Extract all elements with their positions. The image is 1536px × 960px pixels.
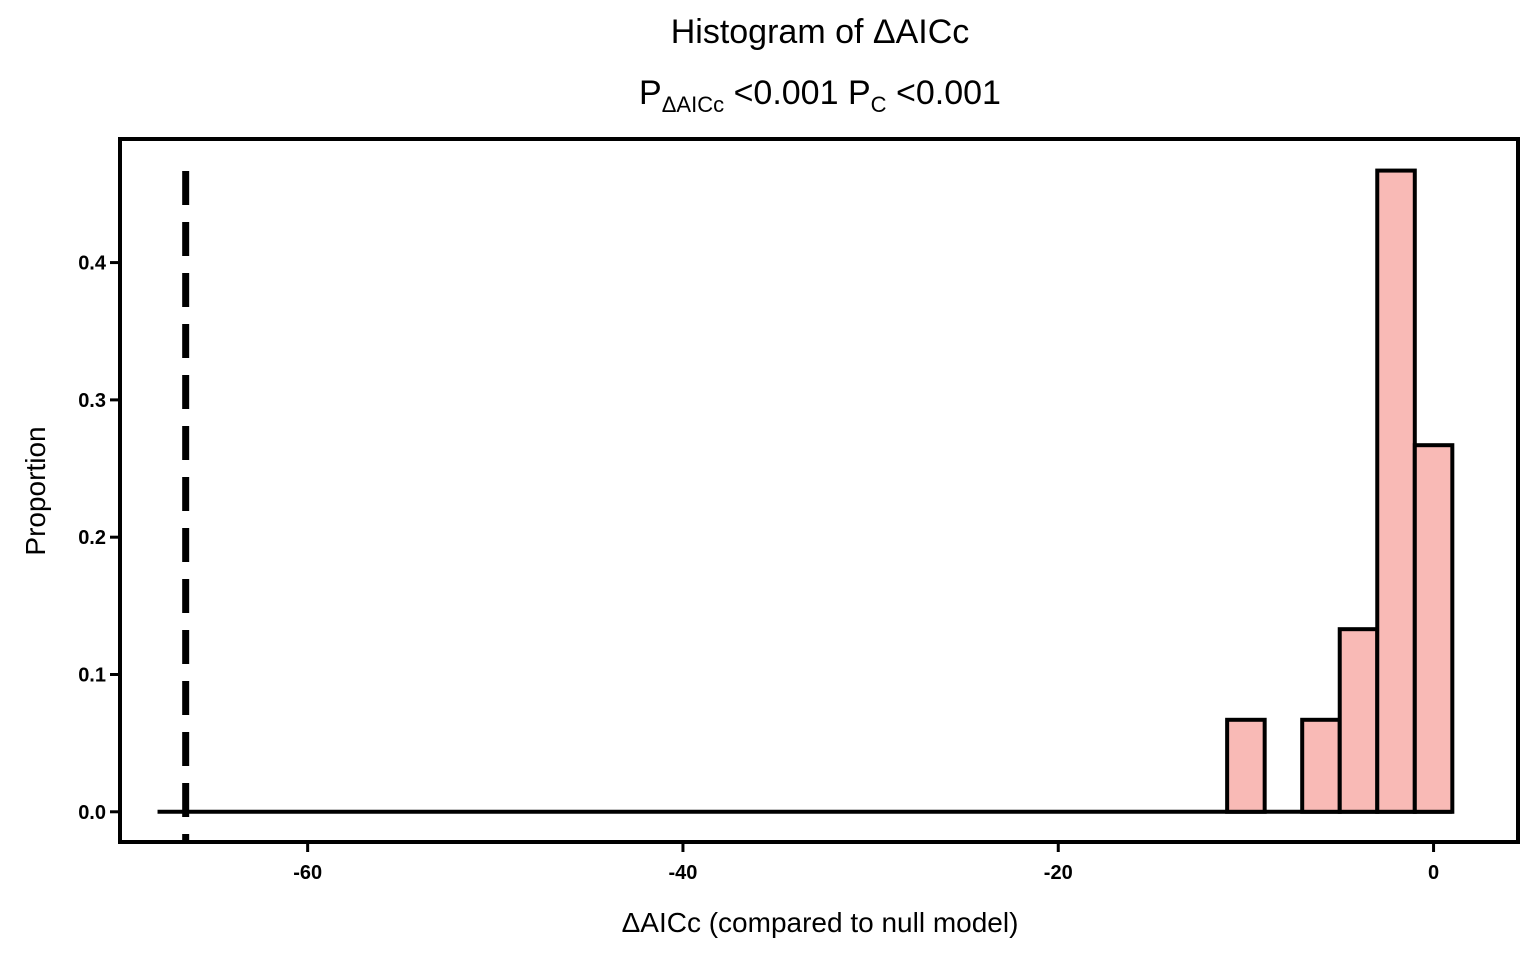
p-delta-subscript: ΔAICc xyxy=(662,92,724,117)
x-axis-title: ΔAICc (compared to null model) xyxy=(622,907,1019,938)
chart-subtitle: PΔAICc <0.001 PC <0.001 xyxy=(639,74,1001,117)
x-tick-label: 0 xyxy=(1428,862,1439,884)
y-tick-label: 0.0 xyxy=(78,802,106,824)
p-delta-value: <0.001 xyxy=(734,74,839,112)
chart-title: Histogram of ΔAICc xyxy=(671,13,970,51)
x-tick-label: -60 xyxy=(293,862,322,884)
p-c-label: P xyxy=(848,74,871,112)
y-axis-title: Proportion xyxy=(20,426,51,555)
p-delta-label: P xyxy=(639,74,662,112)
p-c-subscript: C xyxy=(871,92,887,117)
histogram-bar-3 xyxy=(1337,627,1380,814)
y-tick-label: 0.4 xyxy=(78,253,107,275)
x-tick-label: -20 xyxy=(1044,862,1073,884)
plot-panel-border xyxy=(118,137,1520,844)
y-tick-label: 0.1 xyxy=(78,664,106,686)
y-tick-label: 0.3 xyxy=(78,390,106,412)
histogram-bar-2 xyxy=(1300,717,1342,814)
x-tick-label: -40 xyxy=(668,862,697,884)
y-tick-label: 0.2 xyxy=(78,527,106,549)
histogram-bar-5 xyxy=(1412,443,1455,814)
histogram-bar-0 xyxy=(1225,717,1267,814)
p-c-value: <0.001 xyxy=(896,74,1001,112)
histogram-bar-4 xyxy=(1375,168,1417,814)
